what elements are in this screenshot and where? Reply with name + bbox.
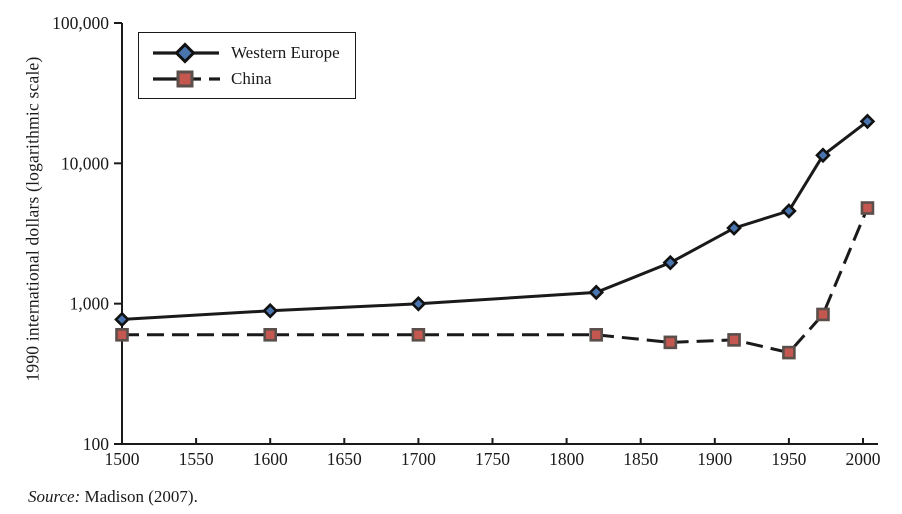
source-prefix: Source: bbox=[28, 487, 81, 506]
china-marker bbox=[589, 327, 604, 342]
china-marker bbox=[860, 201, 875, 215]
legend-item-china: China bbox=[152, 66, 355, 92]
legend-item-western-europe: Western Europe bbox=[152, 40, 355, 66]
western-europe-marker bbox=[859, 113, 876, 130]
china-marker bbox=[411, 327, 426, 342]
western-europe-line-marker-icon bbox=[153, 42, 219, 64]
legend: Western Europe China bbox=[138, 32, 356, 99]
source-note: Source: Madison (2007). bbox=[28, 487, 198, 507]
western-europe-marker bbox=[262, 302, 279, 319]
western-europe-marker bbox=[662, 254, 679, 271]
legend-label-western-europe: Western Europe bbox=[231, 43, 340, 62]
x-tick-label: 1500 bbox=[105, 449, 140, 469]
x-tick-label: 1850 bbox=[623, 449, 658, 469]
x-tick-label: 1900 bbox=[697, 449, 732, 469]
x-tick-label: 1600 bbox=[253, 449, 288, 469]
china-marker bbox=[263, 327, 278, 342]
china-line-marker-icon bbox=[153, 70, 220, 88]
western-europe-marker bbox=[410, 295, 427, 312]
x-tick-label: 1800 bbox=[549, 449, 584, 469]
axes bbox=[114, 22, 878, 445]
western-europe-marker bbox=[588, 284, 605, 301]
western-europe-line bbox=[121, 120, 869, 321]
china-line bbox=[122, 207, 869, 355]
western-europe-marker bbox=[114, 311, 130, 328]
x-tick-label: 1550 bbox=[179, 449, 214, 469]
x-tick-label: 1950 bbox=[771, 449, 806, 469]
y-tick-label: 10,000 bbox=[61, 153, 109, 173]
china-marker bbox=[115, 327, 129, 342]
x-tick-label: 1750 bbox=[475, 449, 510, 469]
legend-label-china: China bbox=[231, 69, 272, 88]
western-europe-marker bbox=[781, 203, 797, 219]
y-axis-title: 1990 international dollars (logarithmic … bbox=[22, 56, 43, 382]
china-marker bbox=[727, 333, 741, 347]
china-marker bbox=[663, 335, 678, 350]
china-marker bbox=[782, 345, 796, 360]
x-tick-label: 1700 bbox=[401, 449, 436, 469]
y-tick-label: 1,000 bbox=[70, 294, 110, 314]
x-tick-label: 2000 bbox=[846, 449, 881, 469]
china-series bbox=[115, 201, 875, 360]
china-marker bbox=[816, 307, 830, 322]
western-europe-marker bbox=[726, 220, 742, 236]
western-europe-marker bbox=[815, 147, 831, 164]
chart-canvas: 100 1,000 10,000 100,000 1500 1550 1600 1650 170… bbox=[52, 13, 881, 469]
x-tick-label: 1650 bbox=[327, 449, 362, 469]
y-tick-label: 100,000 bbox=[52, 13, 109, 33]
western-europe-series bbox=[114, 113, 876, 328]
y-tick-label: 100 bbox=[83, 434, 110, 454]
source-text: Madison (2007). bbox=[80, 487, 198, 506]
